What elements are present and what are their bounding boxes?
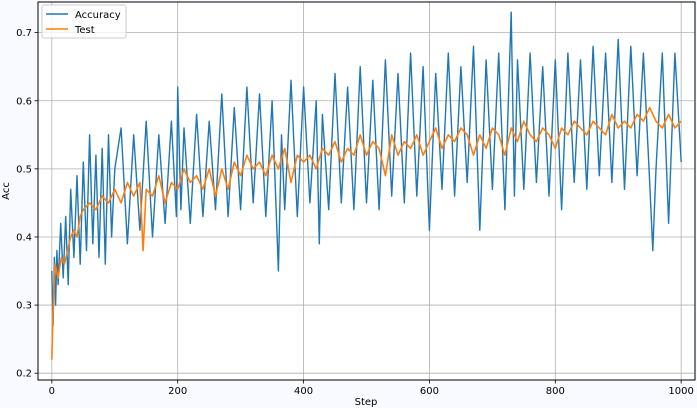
legend-label-test: Test <box>74 25 95 36</box>
x-tick-label: 0 <box>49 386 55 397</box>
y-tick-label: 0.7 <box>16 28 32 39</box>
x-tick-label: 1000 <box>668 386 693 397</box>
y-tick-label: 0.4 <box>16 232 32 243</box>
y-tick-label: 0.6 <box>16 96 32 107</box>
x-tick-label: 400 <box>294 386 313 397</box>
x-tick-label: 600 <box>420 386 439 397</box>
legend-label-accuracy: Accuracy <box>75 10 121 21</box>
x-tick-label: 800 <box>546 386 565 397</box>
ticks: 0 200 400 600 800 1000 0.2 0.3 0.4 0.5 0.6 0.7 <box>16 28 694 397</box>
y-tick-label: 0.3 <box>16 301 32 312</box>
y-tick-label: 0.2 <box>16 369 32 380</box>
series-layer <box>51 11 682 360</box>
series-line-test <box>51 106 682 360</box>
y-axis-label: Acc <box>1 182 12 200</box>
y-tick-label: 0.5 <box>16 164 32 175</box>
x-tick-label: 200 <box>168 386 187 397</box>
series-line-accuracy <box>51 11 682 327</box>
plot-area-frame <box>37 1 696 381</box>
x-axis-label: Step <box>355 397 378 408</box>
legend: Accuracy Test <box>41 4 127 39</box>
